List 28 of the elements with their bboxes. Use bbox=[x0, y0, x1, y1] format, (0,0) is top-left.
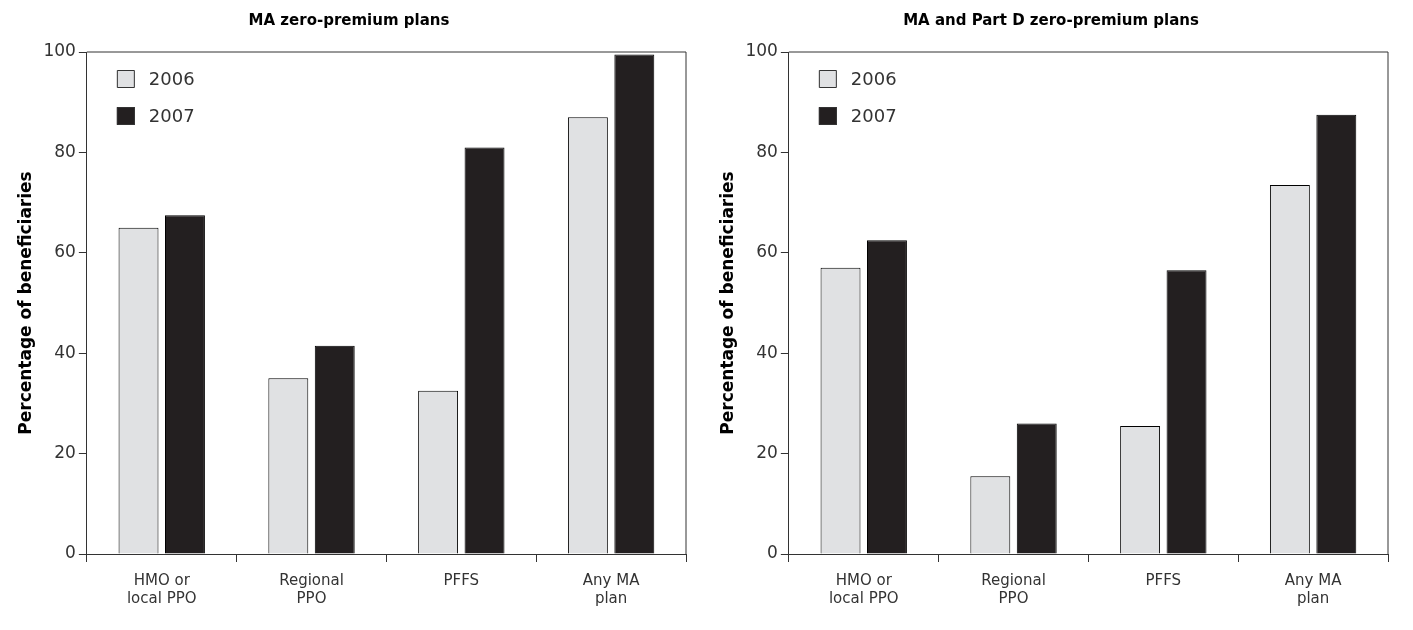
y-tick-label: 80 bbox=[756, 140, 778, 161]
x-tick-label: PFFS bbox=[1145, 570, 1182, 589]
legend-label: 2007 bbox=[850, 104, 897, 126]
chart-title: MA zero-premium plans bbox=[248, 10, 450, 29]
y-tick-label: 60 bbox=[756, 241, 778, 262]
x-tick-label: Regional PPO bbox=[279, 570, 344, 607]
x-tick-label: HMO or local PPO bbox=[126, 570, 197, 607]
y-tick-label: 0 bbox=[767, 542, 778, 563]
chart-title: MA and Part D zero-premium plans bbox=[903, 10, 1199, 29]
x-tick-label: HMO or local PPO bbox=[828, 570, 899, 607]
y-tick-label: 20 bbox=[54, 442, 76, 463]
y-axis-title: Percentage of beneficiaries bbox=[716, 171, 737, 435]
x-tick-label: Regional PPO bbox=[981, 570, 1046, 607]
y-tick-label: 80 bbox=[54, 140, 76, 161]
y-tick-label: 40 bbox=[756, 341, 778, 362]
legend-label: 2006 bbox=[850, 67, 897, 89]
legend-label: 2007 bbox=[148, 104, 195, 126]
y-tick-label: 100 bbox=[43, 40, 76, 61]
y-axis-title: Percentage of beneficiaries bbox=[14, 171, 35, 435]
x-tick-label: PFFS bbox=[443, 570, 480, 589]
y-tick-label: 60 bbox=[54, 241, 76, 262]
y-tick-label: 20 bbox=[756, 442, 778, 463]
y-tick-label: 40 bbox=[54, 341, 76, 362]
y-tick-label: 0 bbox=[65, 542, 76, 563]
y-tick-label: 100 bbox=[745, 40, 778, 61]
x-tick-label: Any MA plan bbox=[1284, 570, 1343, 607]
x-tick-label: Any MA plan bbox=[582, 570, 641, 607]
legend-label: 2006 bbox=[148, 67, 195, 89]
